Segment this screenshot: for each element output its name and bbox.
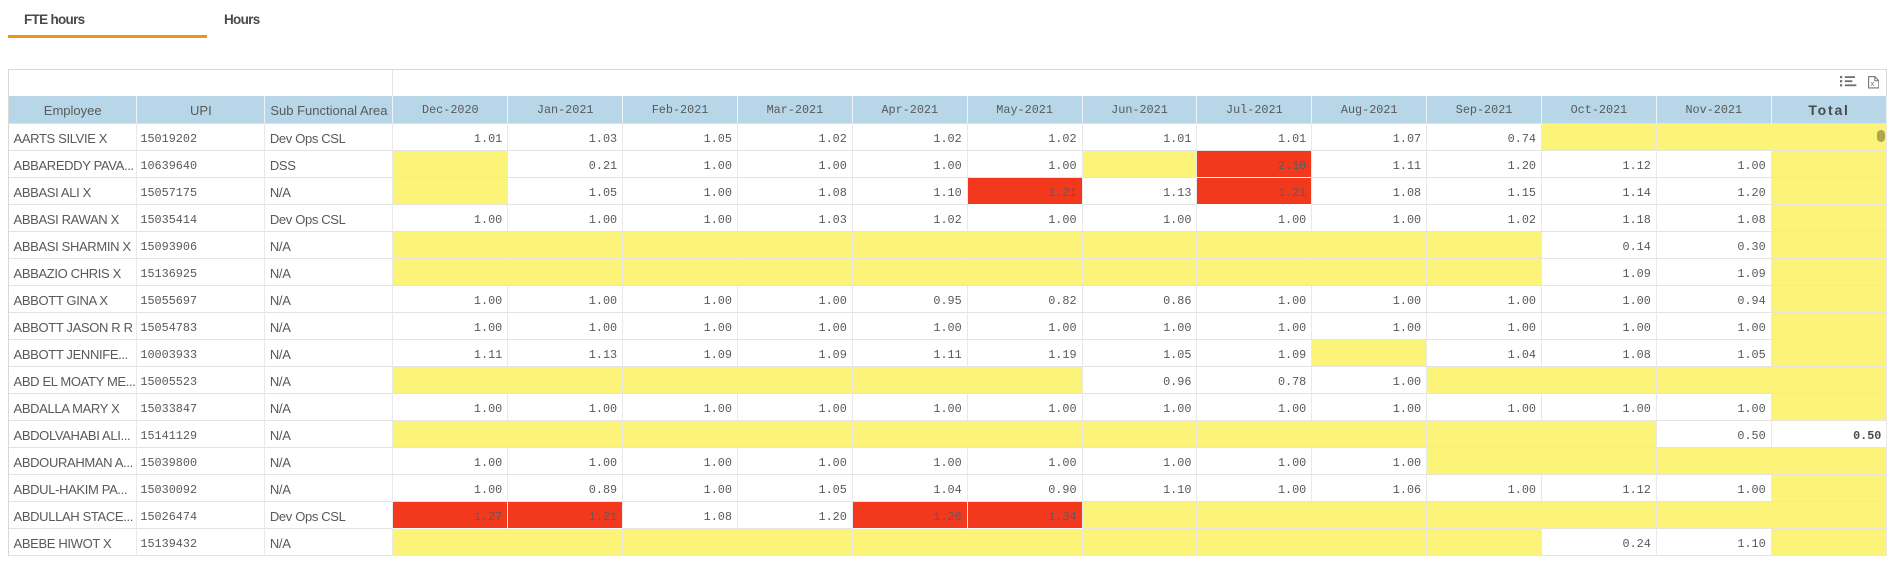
svg-text:x: x <box>1870 79 1874 88</box>
